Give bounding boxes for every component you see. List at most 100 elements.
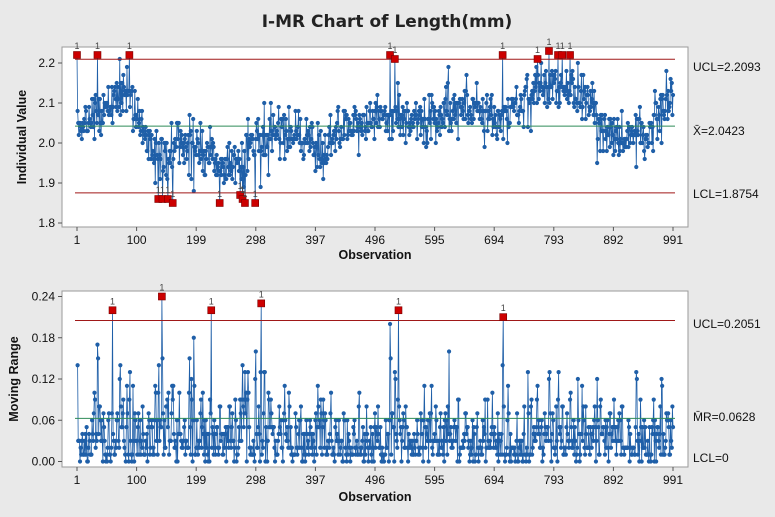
data-point xyxy=(654,431,659,437)
data-point xyxy=(350,452,355,457)
data-point xyxy=(170,397,175,402)
data-point xyxy=(293,108,298,114)
data-point xyxy=(99,108,104,114)
data-point xyxy=(481,425,487,430)
data-point xyxy=(272,459,278,464)
data-point xyxy=(402,116,407,122)
data-point xyxy=(496,459,501,464)
data-point xyxy=(333,425,338,430)
data-point xyxy=(160,168,166,174)
data-point xyxy=(343,445,348,450)
data-point xyxy=(482,431,487,437)
data-point xyxy=(423,124,428,130)
data-point xyxy=(596,120,602,126)
data-point xyxy=(404,120,409,126)
data-point xyxy=(148,136,153,142)
data-point xyxy=(97,128,102,134)
y-tick-label: 0.18 xyxy=(32,331,56,345)
data-point xyxy=(89,120,94,126)
data-point xyxy=(549,431,555,437)
data-point xyxy=(252,152,257,158)
data-point xyxy=(124,383,130,388)
data-point xyxy=(303,136,308,142)
data-point xyxy=(331,132,336,138)
data-point xyxy=(501,404,506,409)
data-point xyxy=(114,80,119,86)
data-point xyxy=(492,104,497,110)
data-point xyxy=(265,144,270,150)
data-point xyxy=(363,136,369,142)
test-flag-label: 1 xyxy=(238,181,243,191)
data-point xyxy=(95,112,101,118)
data-point xyxy=(394,438,399,443)
data-point xyxy=(551,80,556,86)
data-point xyxy=(440,445,445,450)
data-point xyxy=(369,124,375,130)
data-point xyxy=(446,349,452,354)
out-of-control-marker xyxy=(108,306,117,315)
data-point xyxy=(312,152,317,158)
data-point xyxy=(229,425,234,430)
data-point xyxy=(244,459,249,464)
data-point xyxy=(81,128,86,134)
data-point xyxy=(605,445,611,450)
data-point xyxy=(292,132,297,138)
data-point xyxy=(364,104,369,110)
data-point xyxy=(492,431,497,437)
data-point xyxy=(404,100,410,106)
data-point xyxy=(668,76,673,82)
test-flag-label: 1 xyxy=(388,41,393,51)
data-point xyxy=(93,92,98,98)
individual-center-label: X̄=2.0423 xyxy=(693,124,745,138)
data-point xyxy=(410,438,415,443)
data-point xyxy=(371,116,376,122)
data-point xyxy=(534,64,539,70)
data-point xyxy=(87,116,92,122)
data-point xyxy=(445,80,450,86)
data-point xyxy=(357,390,362,395)
data-point xyxy=(205,452,210,457)
data-point xyxy=(534,397,540,402)
data-point xyxy=(462,438,467,443)
data-point xyxy=(666,108,671,114)
data-point xyxy=(521,108,526,114)
data-point xyxy=(83,431,88,437)
data-point xyxy=(275,452,280,457)
data-point xyxy=(427,120,432,126)
data-point xyxy=(78,128,83,134)
out-of-control-marker xyxy=(498,51,507,59)
data-point xyxy=(373,445,378,450)
data-point xyxy=(525,124,531,130)
data-point xyxy=(421,459,426,464)
data-point xyxy=(206,144,211,150)
data-point xyxy=(513,100,518,106)
data-point xyxy=(434,418,439,423)
data-point xyxy=(430,100,435,106)
data-point xyxy=(666,88,671,94)
data-point xyxy=(496,124,502,130)
data-point xyxy=(406,124,411,130)
data-point xyxy=(461,445,466,450)
data-point xyxy=(533,431,538,437)
data-point xyxy=(313,411,319,416)
out-of-control-marker xyxy=(391,55,399,63)
data-point xyxy=(372,411,378,416)
data-point xyxy=(571,100,576,106)
data-point xyxy=(328,152,334,158)
data-point xyxy=(548,438,553,443)
data-point xyxy=(610,132,615,138)
data-point xyxy=(354,438,360,443)
data-point xyxy=(204,156,209,162)
data-point xyxy=(95,356,101,361)
data-point xyxy=(635,128,640,134)
data-point xyxy=(406,459,411,464)
data-point xyxy=(589,104,594,110)
data-point xyxy=(391,425,396,430)
data-point xyxy=(540,84,545,90)
data-point xyxy=(89,418,95,423)
data-point xyxy=(212,160,217,166)
data-point xyxy=(203,418,208,423)
data-point xyxy=(138,132,143,138)
data-point xyxy=(543,80,548,86)
data-point xyxy=(195,136,200,142)
